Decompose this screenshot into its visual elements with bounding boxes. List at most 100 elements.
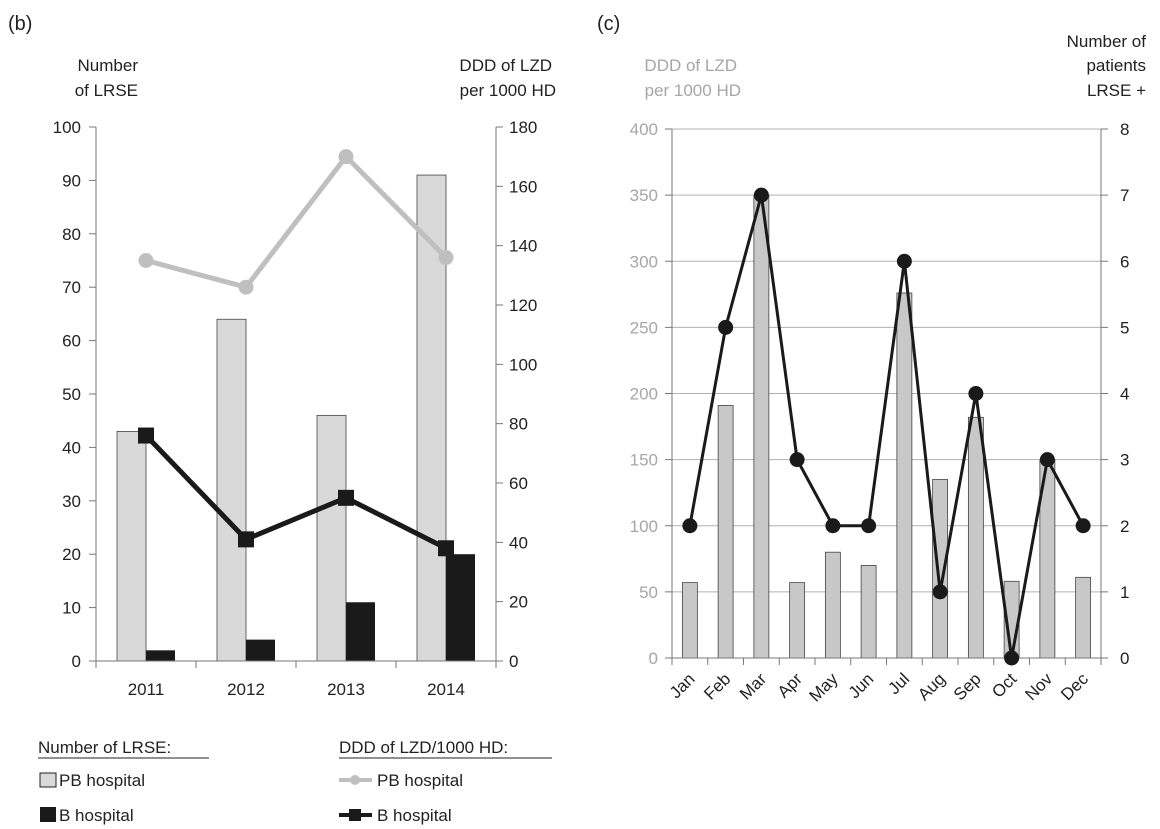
b-right-tick-label: 180 — [509, 118, 537, 137]
b-left-tick-label: 0 — [72, 652, 81, 671]
bar-ddd-Dec — [1075, 576, 1092, 659]
b-right-tick-label: 120 — [509, 296, 537, 315]
b-left-tick-label: 70 — [62, 278, 81, 297]
panel-c-left-axis-title-line2: per 1000 HD — [645, 81, 741, 100]
panel-b-legend: Number of LRSE: DDD of LZD/1000 HD: PB h… — [38, 738, 552, 825]
legend-label-pb-line: PB hospital — [377, 771, 463, 790]
c-left-tick-label: 150 — [630, 451, 658, 470]
point-pb-2011 — [138, 253, 154, 268]
bar-b-2013 — [346, 602, 375, 661]
point-patients-Sep — [968, 386, 984, 401]
legend-swatch-pb-bar — [39, 772, 57, 788]
point-patients-Apr — [789, 452, 805, 468]
panel-c-right-axis-title-line3: LRSE + — [1087, 81, 1146, 100]
c-right-tick-label: 6 — [1120, 252, 1129, 271]
b-right-tick-label: 140 — [509, 237, 537, 256]
c-x-tick-label: Feb — [700, 669, 734, 703]
panel-b-left-axis-title-line1: Number — [78, 56, 139, 75]
c-right-tick-label: 8 — [1120, 120, 1129, 139]
c-left-tick-label: 300 — [630, 252, 658, 271]
b-left-tick-label: 40 — [62, 438, 81, 457]
c-right-tick-label: 2 — [1120, 517, 1129, 536]
legend-label-pb-bar: PB hospital — [59, 771, 145, 790]
c-x-tick-label: Oct — [988, 669, 1020, 701]
c-x-tick-label: Apr — [774, 669, 806, 701]
bar-b-2012 — [246, 639, 275, 661]
point-pb-2013 — [338, 149, 354, 165]
b-x-tick-label: 2013 — [327, 680, 365, 699]
panel-b-left-axis-title-line2: of LRSE — [75, 81, 138, 100]
bar-ddd-Jul — [896, 292, 913, 659]
c-left-tick-label: 250 — [630, 318, 658, 337]
bar-ddd-Apr — [789, 582, 806, 659]
c-right-tick-label: 7 — [1120, 186, 1129, 205]
b-x-tick-label: 2014 — [427, 680, 465, 699]
c-x-tick-label: Mar — [736, 669, 770, 703]
legend-swatch-pb-line — [339, 775, 372, 785]
b-right-tick-label: 60 — [509, 474, 528, 493]
c-x-tick-label: Jul — [884, 669, 913, 698]
panel-c-right-axis-title-line1: Number of — [1067, 32, 1147, 51]
bar-b-2014 — [446, 554, 475, 661]
point-patients-Feb — [718, 319, 734, 335]
bar-ddd-Feb — [717, 405, 734, 659]
bar-ddd-May — [824, 551, 841, 659]
panel-b-label: (b) — [8, 13, 32, 35]
b-left-tick-label: 60 — [62, 332, 81, 351]
panel-c-label: (c) — [597, 13, 620, 35]
point-patients-Dec — [1075, 518, 1091, 534]
b-left-tick-label: 30 — [62, 492, 81, 511]
panel-c-left-axis-title-line1: DDD of LZD — [644, 56, 737, 75]
c-x-tick-label: Aug — [914, 669, 949, 704]
point-pb-2012 — [238, 279, 254, 295]
b-left-tick-label: 50 — [62, 385, 81, 404]
panel-b-right-axis-title-line1: DDD of LZD — [459, 56, 552, 75]
c-left-tick-label: 200 — [630, 385, 658, 404]
bar-b-2011 — [146, 650, 175, 661]
b-left-tick-label: 10 — [62, 599, 81, 618]
point-b-2012 — [238, 531, 254, 548]
point-patients-Aug — [932, 584, 948, 600]
c-x-tick-label: Jun — [845, 669, 878, 702]
b-x-tick-label: 2012 — [227, 680, 265, 699]
c-x-tick-label: Sep — [950, 669, 985, 704]
panel-b-right-axis-title-line2: per 1000 HD — [460, 81, 556, 100]
b-right-tick-label: 160 — [509, 177, 537, 196]
panel-c-right-axis-title-line2: patients — [1086, 56, 1146, 75]
point-b-2011 — [138, 427, 154, 444]
b-left-tick-label: 20 — [62, 545, 81, 564]
b-left-tick-label: 100 — [53, 118, 81, 137]
legend-heading-ddd: DDD of LZD/1000 HD: — [339, 738, 508, 757]
point-pb-2014 — [438, 250, 454, 266]
b-left-tick-label: 90 — [62, 171, 81, 190]
point-patients-Jun — [861, 518, 877, 534]
point-patients-Jan — [682, 518, 698, 534]
bar-ddd-Jun — [860, 565, 877, 659]
bar-ddd-Jan — [681, 582, 698, 659]
c-x-tick-label: May — [806, 669, 842, 705]
point-patients-Jul — [896, 253, 912, 269]
legend-heading-lrse: Number of LRSE: — [38, 738, 171, 757]
c-right-tick-label: 3 — [1120, 451, 1129, 470]
c-left-tick-label: 400 — [630, 120, 658, 139]
b-right-tick-label: 40 — [509, 533, 528, 552]
point-patients-May — [825, 518, 841, 534]
panel-b-plot: 0 10 20 30 40 50 60 70 80 90 100 0 20 40 60 80 100 120 140… — [53, 118, 538, 699]
c-x-tick-label: Dec — [1057, 669, 1092, 704]
legend-label-b-bar: B hospital — [59, 806, 134, 825]
point-patients-Nov — [1039, 452, 1055, 468]
point-patients-Mar — [753, 187, 769, 203]
b-right-tick-label: 80 — [509, 415, 528, 434]
c-x-tick-label: Jan — [666, 669, 699, 702]
b-right-tick-label: 20 — [509, 593, 528, 612]
c-left-tick-label: 350 — [630, 186, 658, 205]
legend-swatch-b-line — [339, 809, 372, 821]
line-patients — [688, 193, 1085, 660]
b-right-tick-label: 0 — [509, 652, 518, 671]
bar-ddd-Mar — [753, 194, 770, 659]
b-right-tick-label: 100 — [509, 355, 537, 374]
b-left-tick-label: 80 — [62, 225, 81, 244]
bar-pb-2013 — [316, 414, 347, 662]
